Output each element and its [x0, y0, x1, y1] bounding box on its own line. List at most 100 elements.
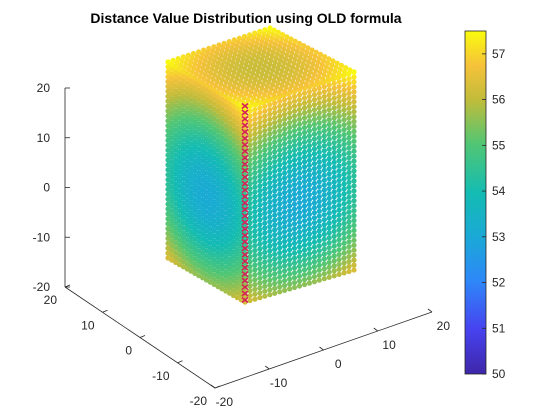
scatter-point	[230, 73, 236, 79]
scatter-point	[233, 90, 240, 96]
scatter-point	[184, 110, 190, 116]
scatter-point	[180, 112, 186, 118]
scatter-point	[223, 244, 229, 250]
scatter-point	[196, 151, 202, 157]
scatter-point	[227, 227, 233, 233]
scatter-point	[238, 127, 244, 133]
scatter-point	[203, 136, 210, 142]
scatter-point	[238, 205, 244, 211]
scatter-point	[165, 196, 171, 202]
scatter-point	[244, 72, 250, 78]
scatter-point	[217, 56, 223, 62]
scatter-point	[196, 253, 202, 259]
scatter-point	[184, 139, 190, 145]
y-tick-mark	[64, 284, 71, 288]
scatter-point	[346, 239, 352, 245]
scatter-point	[252, 160, 258, 166]
scatter-point	[351, 183, 357, 189]
scatter-point	[287, 257, 293, 263]
x-tick-mark	[210, 384, 216, 389]
scatter-point	[230, 59, 236, 65]
scatter-point	[330, 58, 336, 64]
scatter-point	[203, 165, 210, 171]
scatter-point	[291, 162, 298, 168]
scatter-point	[211, 101, 217, 107]
scatter-point	[267, 258, 273, 264]
scatter-point	[326, 235, 332, 241]
scatter-point	[184, 56, 190, 62]
scatter-point	[228, 63, 235, 69]
scatter-point	[238, 146, 244, 152]
scatter-point	[341, 136, 347, 143]
scatter-point	[196, 141, 202, 147]
scatter-point	[262, 293, 268, 299]
scatter-point	[321, 197, 327, 203]
scatter-point	[192, 153, 198, 159]
scatter-point	[235, 39, 241, 45]
scatter-point	[326, 70, 332, 76]
scatter-point	[192, 163, 198, 169]
scatter-point	[262, 279, 268, 285]
scatter-point	[316, 174, 322, 180]
scatter-point	[301, 174, 308, 180]
scatter-point	[252, 243, 258, 249]
scatter-point	[227, 203, 233, 209]
scatter-point	[165, 142, 171, 148]
scatter-point	[247, 32, 253, 38]
scatter-point	[277, 137, 283, 144]
scatter-point	[296, 219, 303, 225]
scatter-point	[291, 172, 298, 178]
scatter-point	[316, 243, 322, 249]
scatter-point	[262, 269, 268, 275]
scatter-point	[346, 174, 352, 181]
scatter-point	[233, 47, 239, 53]
scatter-point	[184, 90, 190, 96]
scatter-point	[207, 260, 213, 266]
scatter-point	[287, 159, 293, 165]
scatter-point	[306, 206, 312, 213]
scatter-point	[237, 92, 243, 98]
scatter-point	[192, 75, 198, 81]
scatter-point	[336, 128, 342, 134]
scatter-point	[230, 127, 237, 133]
scatter-point	[252, 91, 258, 97]
scatter-point	[274, 84, 280, 90]
scatter-point	[284, 52, 290, 58]
scatter-point	[252, 233, 258, 239]
scatter-point	[192, 261, 198, 267]
scatter-point	[196, 160, 202, 166]
scatter-point	[215, 259, 221, 265]
scatter-point	[230, 210, 236, 216]
scatter-point	[257, 275, 263, 281]
scatter-point	[290, 64, 296, 70]
scatter-point	[234, 75, 240, 82]
scatter-point	[227, 101, 233, 107]
scatter-point	[346, 100, 352, 106]
scatter-point	[296, 121, 303, 127]
scatter-point	[247, 147, 253, 153]
scatter-point	[227, 212, 233, 218]
scatter-point	[180, 117, 186, 123]
scatter-point	[272, 276, 278, 282]
scatter-point	[346, 209, 352, 215]
scatter-point	[291, 206, 298, 212]
scatter-point	[188, 229, 194, 235]
scatter-point	[234, 270, 240, 276]
scatter-point	[246, 82, 252, 88]
scatter-point	[184, 173, 190, 179]
scatter-point	[180, 186, 186, 192]
scatter-point	[211, 121, 217, 127]
scatter-point	[260, 34, 266, 41]
scatter-point	[275, 94, 281, 100]
scatter-point	[272, 261, 278, 267]
scatter-point	[165, 69, 171, 75]
scatter-point	[313, 67, 319, 73]
scatter-point	[234, 295, 240, 301]
scatter-point	[306, 172, 312, 178]
scatter-point	[341, 171, 347, 177]
scatter-point	[176, 198, 183, 204]
scatter-point	[274, 51, 280, 57]
scatter-point	[254, 97, 260, 103]
scatter-point	[219, 227, 225, 233]
scatter-point	[165, 137, 171, 143]
